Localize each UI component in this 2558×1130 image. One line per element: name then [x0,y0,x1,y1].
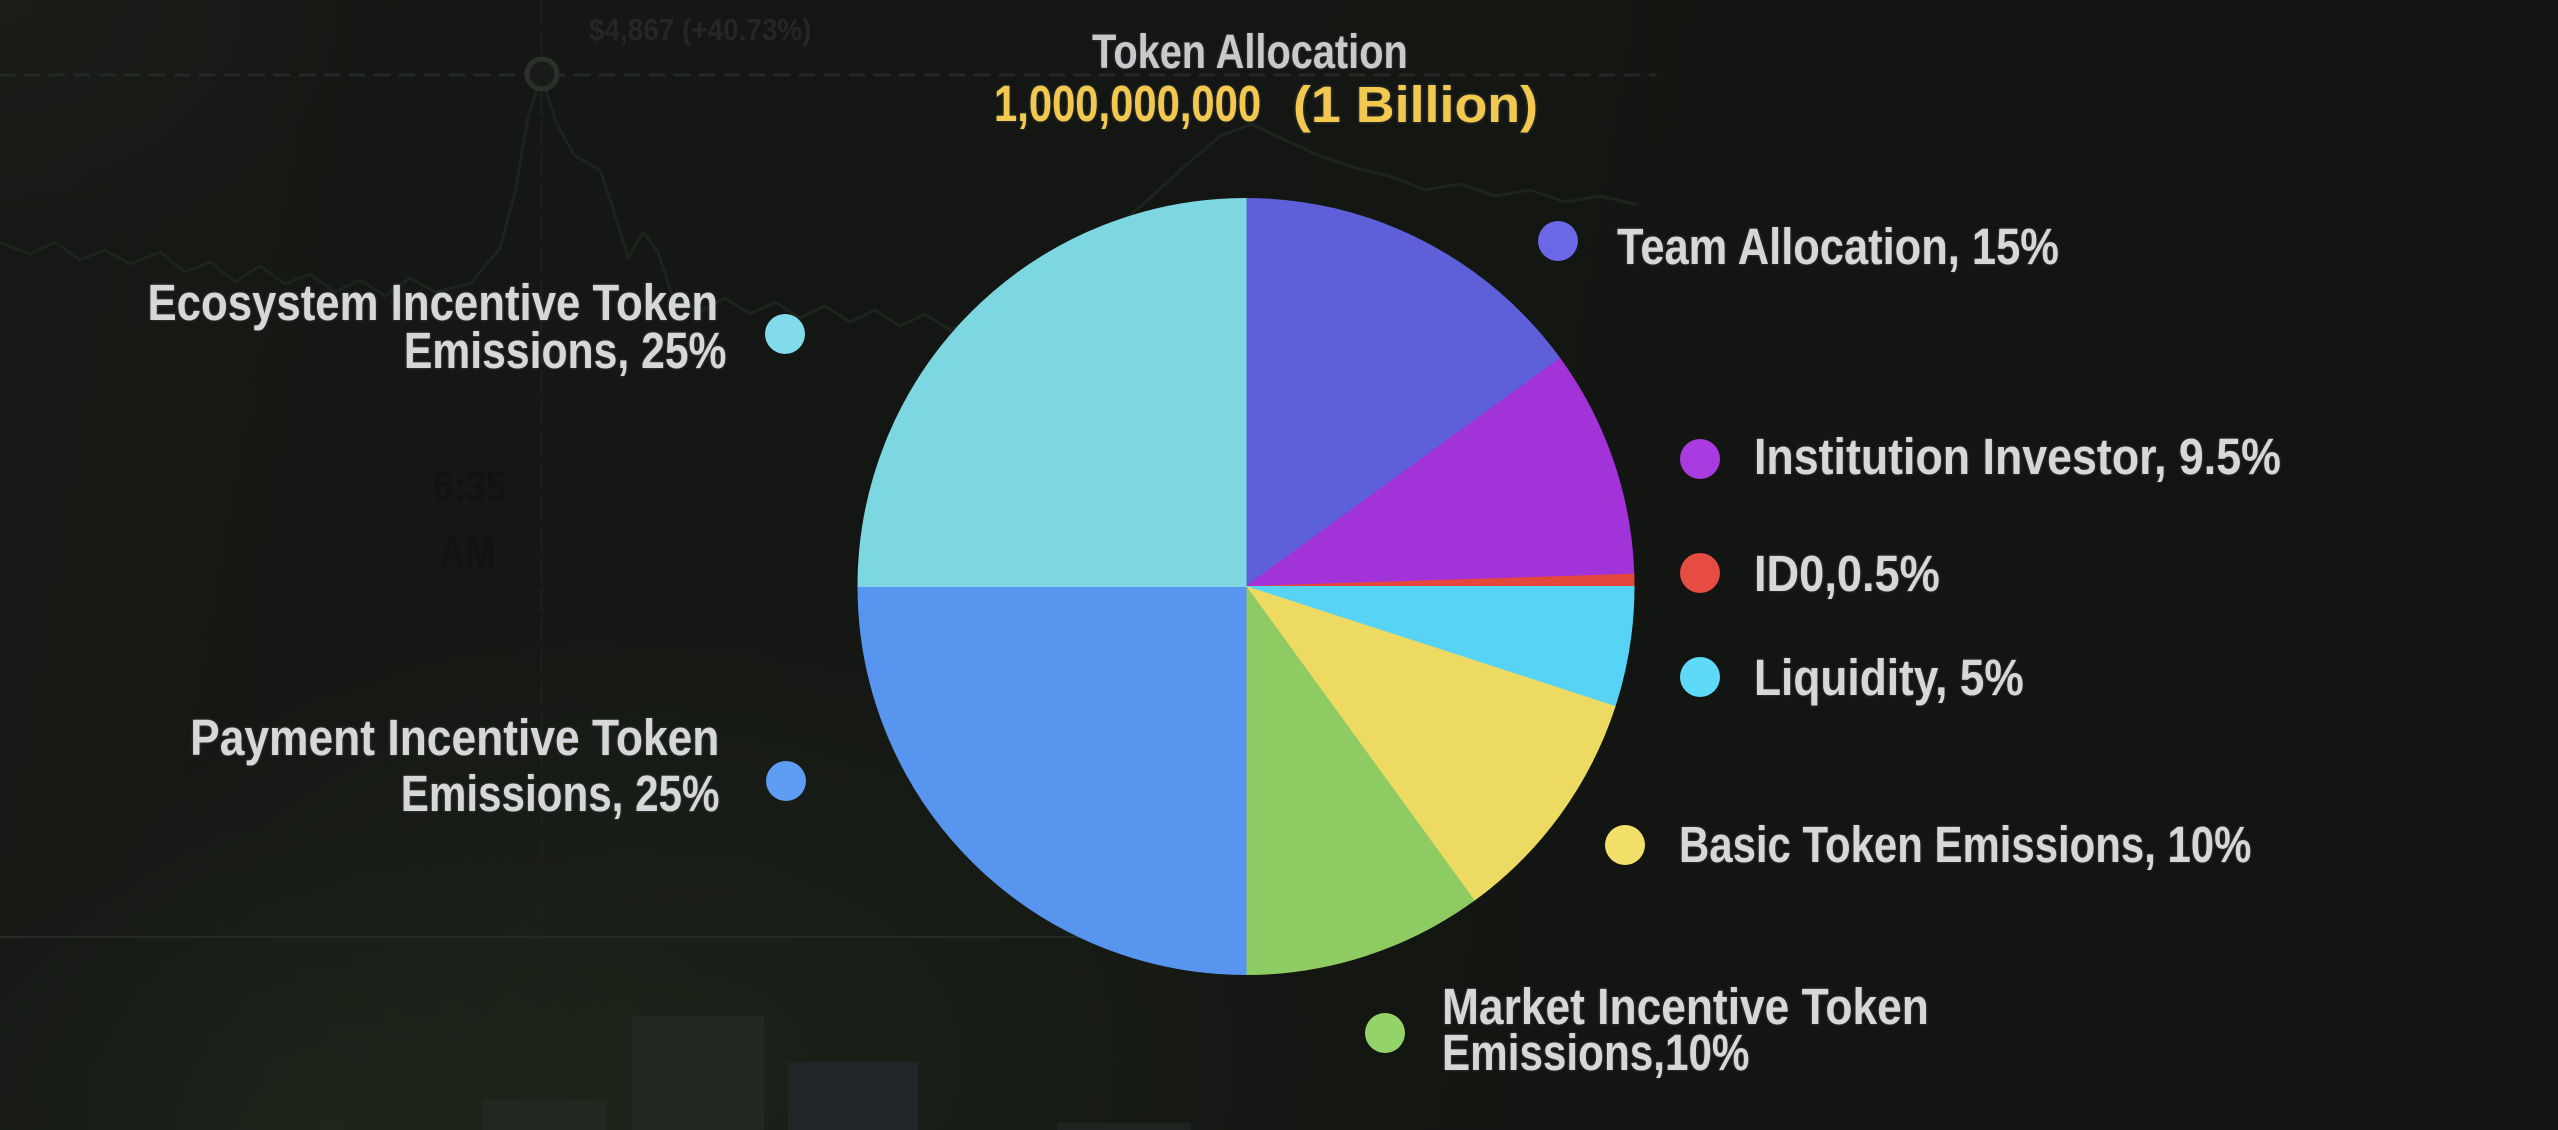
svg-text:$4,867 (+40.73%): $4,867 (+40.73%) [589,13,812,48]
svg-text:AM: AM [439,527,496,577]
svg-text:6:35: 6:35 [433,461,506,511]
